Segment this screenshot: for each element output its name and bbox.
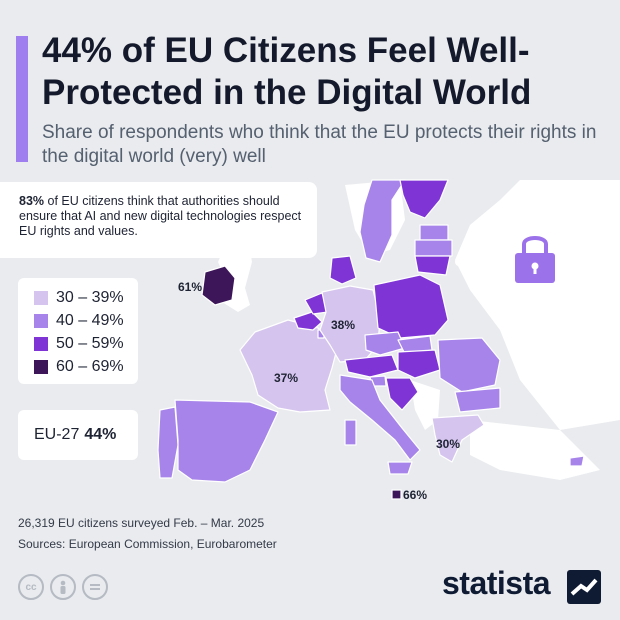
country-poland <box>373 274 449 339</box>
map-label-germany: 38% <box>331 318 356 332</box>
country-belgium <box>293 311 323 331</box>
legend-label: 30 – 39% <box>56 288 124 306</box>
country-denmark <box>329 255 357 285</box>
turkey-land <box>470 420 600 480</box>
map-label-malta: 66% <box>403 488 428 502</box>
legend-label: 60 – 69% <box>56 357 124 375</box>
country-finland <box>399 179 449 219</box>
eu-total-value: 44% <box>84 426 117 443</box>
country-cyprus <box>569 455 585 467</box>
legend-item: 60 – 69% <box>34 355 138 378</box>
country-ireland <box>201 265 236 306</box>
country-spain <box>174 399 279 483</box>
country-croatia <box>385 377 419 411</box>
statista-logo-icon[interactable] <box>567 570 601 604</box>
country-sardinia <box>344 419 357 446</box>
page-subtitle: Share of respondents who think that the … <box>42 122 597 167</box>
legend-swatch <box>34 336 48 351</box>
country-sweden <box>359 179 406 263</box>
country-austria <box>344 354 399 378</box>
shield-lock-icon <box>455 219 615 315</box>
country-malta <box>391 489 402 500</box>
legend-swatch <box>34 313 48 328</box>
cc-icon[interactable]: cc <box>18 574 44 600</box>
country-italy <box>339 374 421 461</box>
country-latvia <box>414 239 453 257</box>
legend-swatch <box>34 359 48 374</box>
survey-note: 26,319 EU citizens surveyed Feb. – Mar. … <box>18 516 265 530</box>
callout-text: of EU citizens think that authorities sh… <box>19 194 302 238</box>
legend-swatch <box>34 290 48 305</box>
statista-logo-text[interactable]: statista <box>442 565 551 601</box>
country-estonia <box>419 224 449 241</box>
page-title: 44% of EU Citizens Feel Well-Protected i… <box>42 31 532 112</box>
legend-label: 50 – 59% <box>56 334 124 352</box>
country-greece <box>431 414 485 463</box>
callout-highlight: 83% <box>19 194 45 208</box>
equals-icon[interactable] <box>82 574 108 600</box>
legend-item: 50 – 59% <box>34 332 138 355</box>
eu-total-label: EU-27 <box>34 426 80 443</box>
map-label-greece: 30% <box>436 437 461 451</box>
callout-box: 83% of EU citizens think that authoritie… <box>0 182 317 258</box>
person-icon[interactable] <box>50 574 76 600</box>
sources-note: Sources: European Commission, Eurobarome… <box>18 537 277 551</box>
legend-label: 40 – 49% <box>56 311 124 329</box>
eu-total-box: EU-27 44% <box>18 410 138 460</box>
country-france <box>239 319 339 413</box>
country-hungary <box>397 349 441 379</box>
country-czechia <box>364 331 406 356</box>
country-sicily <box>387 461 413 475</box>
country-lithuania <box>414 255 451 276</box>
license-icons: cc <box>18 574 108 600</box>
title-accent-bar <box>16 36 28 162</box>
country-romania <box>437 337 501 393</box>
legend-item: 30 – 39% <box>34 286 138 309</box>
country-bulgaria <box>454 387 501 413</box>
map-label-france: 37% <box>274 371 299 385</box>
legend-item: 40 – 49% <box>34 309 138 332</box>
country-portugal <box>157 406 179 479</box>
map-label-ireland: 61% <box>178 280 203 294</box>
legend: 30 – 39% 40 – 49% 50 – 59% 60 – 69% <box>18 278 138 384</box>
